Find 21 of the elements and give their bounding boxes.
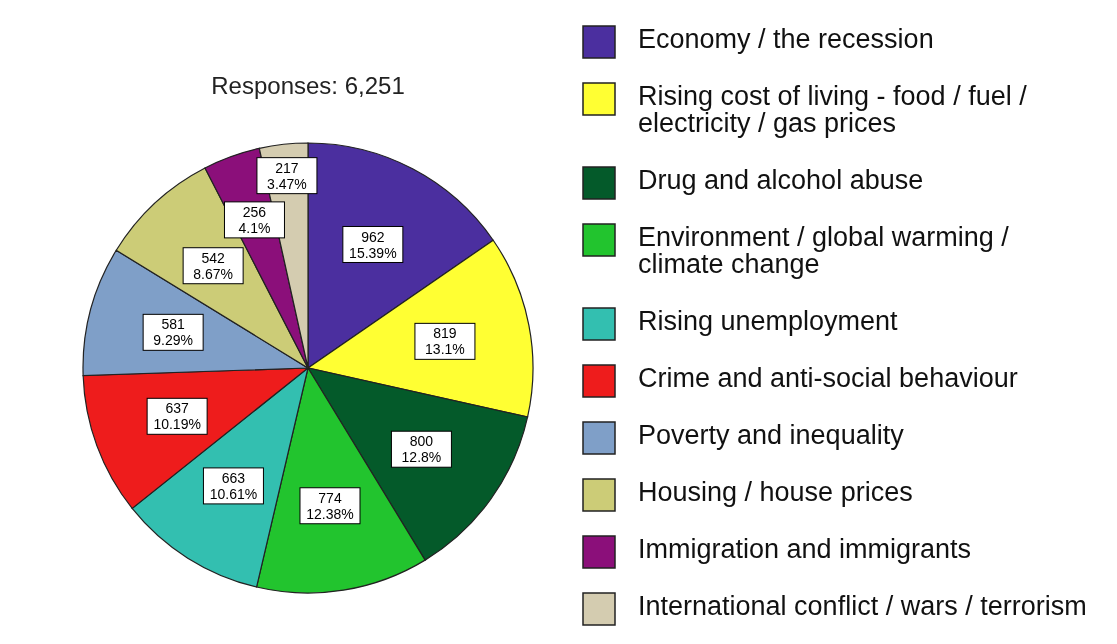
- data-label: 542 8.67%: [193, 249, 233, 282]
- legend-label: Rising cost of living - food / fuel / electricity / gas prices: [638, 81, 1028, 138]
- legend-label: International conflict / wars / terrorism: [638, 591, 1087, 621]
- legend-label: Rising unemployment: [638, 306, 899, 336]
- data-label: 774 12.38%: [306, 489, 354, 522]
- legend-label: Environment / global warming / climate change: [638, 222, 1010, 279]
- text: Responses: 6,251: [211, 72, 405, 99]
- legend-label: Crime and anti-social behaviour: [638, 363, 1018, 393]
- data-label: 962 15.39%: [349, 228, 397, 261]
- legend-label: Poverty and inequality: [638, 420, 905, 450]
- data-label: 256 4.1%: [238, 203, 271, 236]
- legend-label: Economy / the recession: [638, 24, 934, 54]
- data-label: 663 10.61%: [209, 469, 258, 502]
- data-label: 217 3.47%: [267, 159, 307, 192]
- legend-label: Drug and alcohol abuse: [638, 165, 924, 195]
- legend-label: Immigration and immigrants: [638, 534, 972, 564]
- data-label: 637 10.19%: [153, 400, 201, 433]
- data-label: 819 13.1%: [425, 325, 465, 358]
- legend-label: Housing / house prices: [638, 477, 913, 507]
- data-label: 800 12.8%: [401, 433, 442, 466]
- data-label: 581 9.29%: [153, 316, 193, 349]
